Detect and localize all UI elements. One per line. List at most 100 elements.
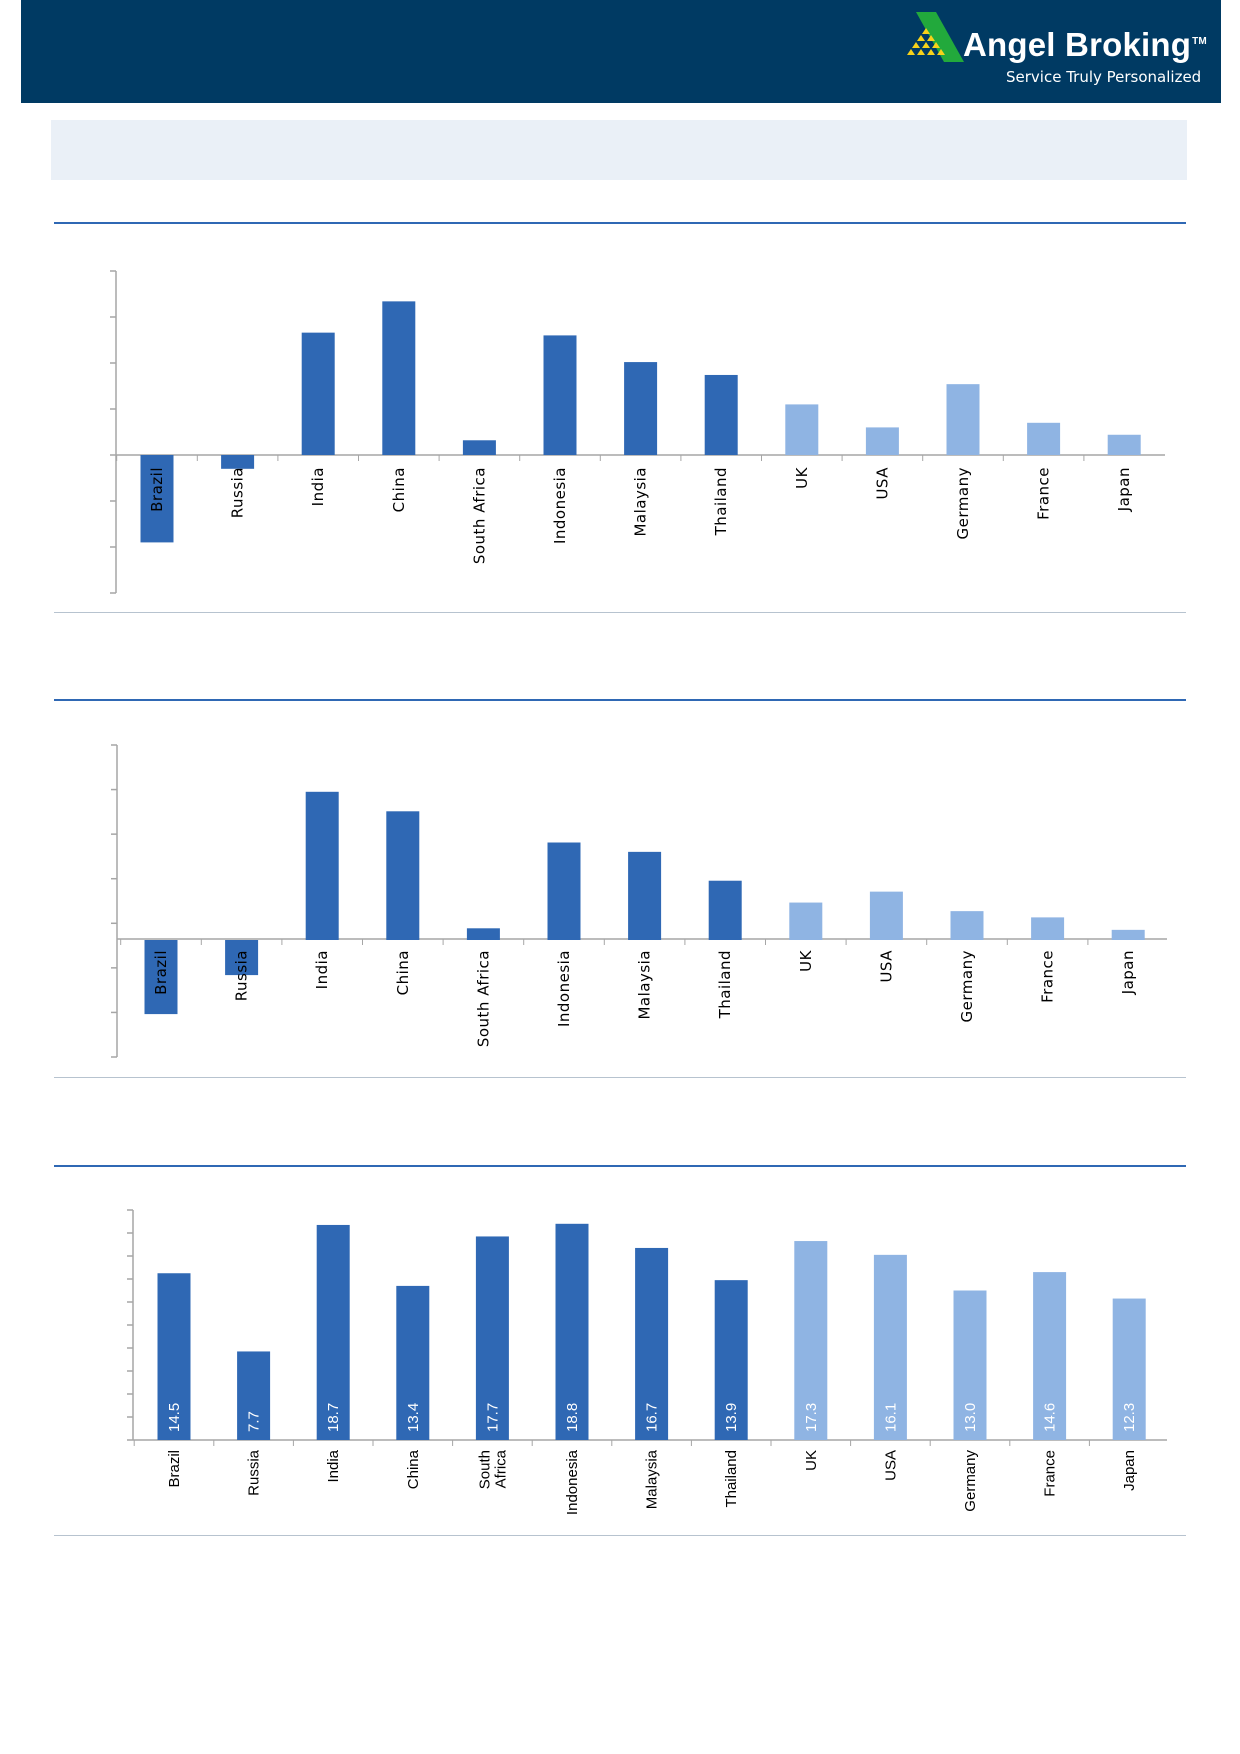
category-label: France xyxy=(1039,950,1057,1003)
bar-indonesia xyxy=(543,335,577,455)
angel-logo-icon xyxy=(907,12,964,62)
category-label: UK xyxy=(803,1450,820,1471)
bar-china xyxy=(382,301,416,455)
logo-dot xyxy=(917,35,925,41)
chart-2: Brazil Russia India China South Africa Indone… xyxy=(54,699,1186,1078)
bar-brazil xyxy=(157,1273,191,1440)
category-label: Indonesia xyxy=(564,1449,581,1515)
info-band xyxy=(51,120,1187,180)
category-label: Brazil xyxy=(152,950,170,995)
category-label: Japan xyxy=(1115,467,1133,512)
data-label: 16.7 xyxy=(644,1403,661,1432)
category-label: Malaysia xyxy=(644,1449,661,1509)
category-label: Japan xyxy=(1119,950,1137,995)
category-label: India xyxy=(313,950,331,989)
logo-dot xyxy=(927,49,935,55)
bar-russia xyxy=(225,940,259,976)
bar-china xyxy=(396,1285,430,1440)
category-label: China xyxy=(394,950,412,995)
category-label: Germany xyxy=(954,467,972,539)
data-label: 17.7 xyxy=(484,1403,501,1432)
category-label: Indonesia xyxy=(551,467,569,544)
chart-1: Brazil Russia India China South Africa Indone… xyxy=(54,222,1186,613)
bar-indonesia xyxy=(547,842,581,940)
section-rule-bottom xyxy=(54,612,1186,613)
category-label: USA xyxy=(877,950,895,983)
bar-usa xyxy=(873,1254,907,1440)
category-label: Thailand xyxy=(712,467,730,536)
section-rule-bottom xyxy=(54,1535,1186,1536)
category-label: SouthAfrica xyxy=(476,1449,509,1489)
bar-india xyxy=(316,1224,350,1440)
category-label: India xyxy=(309,467,327,506)
data-label: 18.8 xyxy=(564,1403,581,1432)
category-label: Russia xyxy=(246,1449,263,1496)
category-label: USA xyxy=(873,467,891,500)
data-label: 12.3 xyxy=(1121,1403,1138,1432)
category-label: Germany xyxy=(958,950,976,1022)
category-label: Malaysia xyxy=(636,950,654,1020)
category-label: Germany xyxy=(962,1450,979,1512)
data-label: 14.5 xyxy=(166,1403,183,1432)
bar-india xyxy=(305,791,339,940)
logo-dot xyxy=(922,28,930,34)
bar-france xyxy=(1027,422,1061,455)
category-label: USA xyxy=(882,1450,899,1481)
category-label: Thailand xyxy=(723,1450,740,1508)
category-label: China xyxy=(405,1449,422,1489)
data-label: 13.4 xyxy=(405,1403,422,1432)
bar-malaysia xyxy=(635,1247,669,1440)
bar-indonesia xyxy=(555,1223,589,1440)
category-label: China xyxy=(390,467,408,512)
data-label: 13.9 xyxy=(723,1403,740,1432)
category-label: France xyxy=(1035,467,1053,520)
bar-uk xyxy=(794,1241,828,1440)
bar-south-africa xyxy=(475,1236,509,1440)
category-label: South Africa xyxy=(474,950,492,1047)
data-label: 17.3 xyxy=(803,1403,820,1432)
logo-dot xyxy=(932,42,940,48)
bar-russia xyxy=(221,455,255,469)
category-label: Russia xyxy=(233,950,251,1001)
category-label: Brazil xyxy=(166,1450,183,1488)
bar-germany xyxy=(950,911,984,940)
trademark-mark: TM xyxy=(1192,36,1207,47)
brand-tagline: Service Truly Personalized xyxy=(1006,68,1202,86)
category-label: Indonesia xyxy=(555,950,573,1027)
category-label: Russia xyxy=(229,467,247,518)
logo-dot xyxy=(922,42,930,48)
bar-japan xyxy=(1111,929,1145,940)
category-label: South Africa xyxy=(470,467,488,564)
section-rule-top xyxy=(54,222,1186,224)
bar-japan xyxy=(1112,1298,1146,1440)
bar-malaysia xyxy=(628,851,662,940)
bar-thailand xyxy=(704,374,738,455)
chart-3: Brazil 14.5 Russia 7.7 India 18.7 China 13.4 Sou… xyxy=(54,1165,1186,1536)
data-label: 7.7 xyxy=(246,1411,263,1432)
bar-south-africa xyxy=(466,928,500,940)
bar-uk xyxy=(789,902,823,940)
bar-uk xyxy=(785,404,819,455)
data-label: 18.7 xyxy=(325,1403,342,1432)
category-label: India xyxy=(325,1449,342,1482)
bar-germany xyxy=(946,384,980,455)
category-label: Thailand xyxy=(716,950,734,1019)
category-label: UK xyxy=(797,949,815,971)
bar-brazil xyxy=(140,455,174,543)
category-label: Malaysia xyxy=(632,467,650,537)
category-label: Brazil xyxy=(148,467,166,512)
bar-usa xyxy=(869,891,903,940)
bar-japan xyxy=(1107,434,1141,455)
category-label: UK xyxy=(793,466,811,488)
data-label: 16.1 xyxy=(882,1403,899,1432)
bar-south-africa xyxy=(462,440,496,455)
logo-dot xyxy=(927,35,935,41)
bar-usa xyxy=(865,427,899,455)
category-label: Japan xyxy=(1121,1450,1138,1491)
section-rule-bottom xyxy=(54,1077,1186,1078)
bar-thailand xyxy=(714,1280,748,1440)
bar-malaysia xyxy=(624,362,658,455)
bar-germany xyxy=(953,1290,987,1440)
brand-name: Angel BrokingTM xyxy=(963,26,1207,63)
